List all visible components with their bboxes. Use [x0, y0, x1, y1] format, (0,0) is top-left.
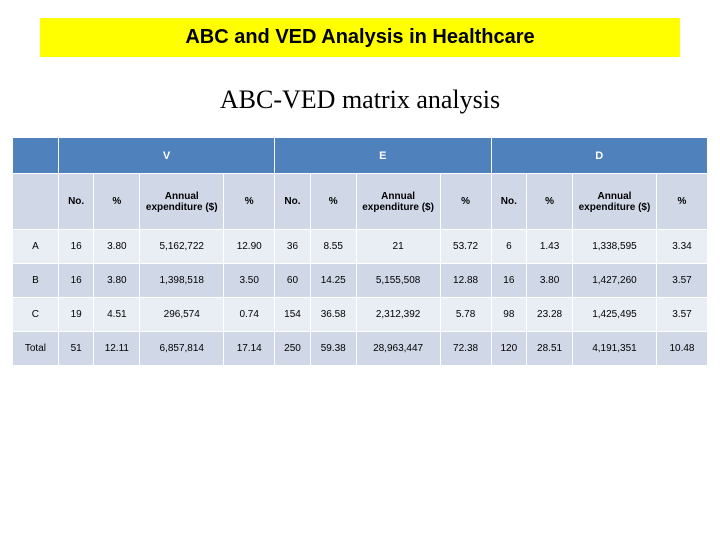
table-header-cols: No. % Annual expenditure ($) % No. % Ann… [13, 174, 708, 230]
cell: 16 [58, 264, 94, 298]
row-label: A [13, 230, 59, 264]
table-row: B163.801,398,5183.506014.255,155,50812.8… [13, 264, 708, 298]
header-rowlabel [13, 174, 59, 230]
cell: 51 [58, 332, 94, 366]
cell: 3.80 [94, 230, 140, 264]
col-pct2: % [656, 174, 707, 230]
cell: 250 [275, 332, 311, 366]
cell: 28,963,447 [356, 332, 440, 366]
col-pct: % [527, 174, 573, 230]
cell: 3.57 [656, 264, 707, 298]
cell: 12.88 [440, 264, 491, 298]
cell: 5.78 [440, 298, 491, 332]
cell: 17.14 [224, 332, 275, 366]
col-exp: Annual expenditure ($) [140, 174, 224, 230]
col-exp: Annual expenditure ($) [356, 174, 440, 230]
cell: 3.80 [94, 264, 140, 298]
col-no: No. [491, 174, 527, 230]
subtitle: ABC-VED matrix analysis [0, 85, 720, 115]
col-no: No. [58, 174, 94, 230]
cell: 16 [58, 230, 94, 264]
cell: 14.25 [310, 264, 356, 298]
cell: 6,857,814 [140, 332, 224, 366]
cell: 21 [356, 230, 440, 264]
cell: 2,312,392 [356, 298, 440, 332]
col-pct: % [94, 174, 140, 230]
cell: 6 [491, 230, 527, 264]
cell: 36.58 [310, 298, 356, 332]
title-banner: ABC and VED Analysis in Healthcare [40, 18, 680, 57]
cell: 16 [491, 264, 527, 298]
table-row: Total5112.116,857,81417.1425059.3828,963… [13, 332, 708, 366]
cell: 36 [275, 230, 311, 264]
group-header-e: E [275, 138, 491, 174]
header-corner [13, 138, 59, 174]
group-header-v: V [58, 138, 274, 174]
cell: 1.43 [527, 230, 573, 264]
table-header-groups: V E D [13, 138, 708, 174]
cell: 5,162,722 [140, 230, 224, 264]
cell: 12.11 [94, 332, 140, 366]
cell: 3.50 [224, 264, 275, 298]
cell: 154 [275, 298, 311, 332]
cell: 296,574 [140, 298, 224, 332]
cell: 12.90 [224, 230, 275, 264]
table-row: A163.805,162,72212.90368.552153.7261.431… [13, 230, 708, 264]
row-label: C [13, 298, 59, 332]
col-pct: % [310, 174, 356, 230]
cell: 60 [275, 264, 311, 298]
cell: 8.55 [310, 230, 356, 264]
cell: 53.72 [440, 230, 491, 264]
cell: 1,427,260 [572, 264, 656, 298]
cell: 72.38 [440, 332, 491, 366]
col-pct2: % [440, 174, 491, 230]
matrix-table-container: V E D No. % Annual expenditure ($) % No.… [0, 137, 720, 366]
cell: 3.34 [656, 230, 707, 264]
group-header-d: D [491, 138, 707, 174]
cell: 5,155,508 [356, 264, 440, 298]
cell: 98 [491, 298, 527, 332]
cell: 1,425,495 [572, 298, 656, 332]
cell: 10.48 [656, 332, 707, 366]
cell: 4.51 [94, 298, 140, 332]
cell: 0.74 [224, 298, 275, 332]
cell: 4,191,351 [572, 332, 656, 366]
row-label: B [13, 264, 59, 298]
table-body: A163.805,162,72212.90368.552153.7261.431… [13, 230, 708, 366]
cell: 1,398,518 [140, 264, 224, 298]
col-no: No. [275, 174, 311, 230]
col-exp: Annual expenditure ($) [572, 174, 656, 230]
cell: 23.28 [527, 298, 573, 332]
cell: 19 [58, 298, 94, 332]
cell: 28.51 [527, 332, 573, 366]
cell: 120 [491, 332, 527, 366]
cell: 3.80 [527, 264, 573, 298]
col-pct2: % [224, 174, 275, 230]
cell: 59.38 [310, 332, 356, 366]
row-label: Total [13, 332, 59, 366]
cell: 3.57 [656, 298, 707, 332]
table-row: C194.51296,5740.7415436.582,312,3925.789… [13, 298, 708, 332]
cell: 1,338,595 [572, 230, 656, 264]
matrix-table: V E D No. % Annual expenditure ($) % No.… [12, 137, 708, 366]
